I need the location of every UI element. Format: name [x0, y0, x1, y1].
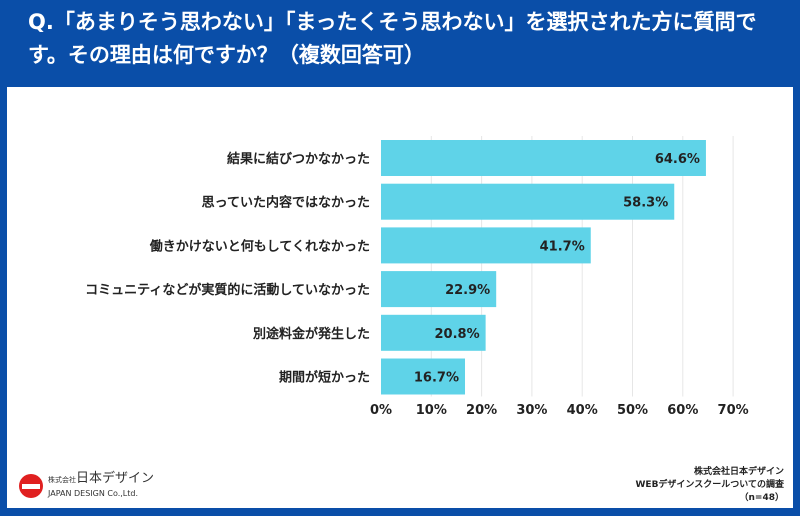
data-label: 20.8%: [435, 327, 480, 342]
x-tick-label: 70%: [718, 403, 749, 418]
category-label: 結果に結びつかなかった: [227, 151, 370, 167]
bar: [381, 183, 675, 220]
source-sample-size: （n=48）: [739, 493, 784, 503]
category-label: 働きかけないと何もしてくれなかった: [149, 238, 370, 254]
bar: [381, 314, 486, 351]
category-label: コミュニティなどが実質的に活動していなかった: [85, 282, 370, 298]
page-title: Q.「あまりそう思わない」「まったくそう思わない」を選択された方に質問です。その…: [28, 10, 757, 67]
data-label: 22.9%: [445, 283, 490, 298]
bar: [381, 140, 706, 176]
x-tick-label: 50%: [617, 403, 648, 418]
bar: [381, 358, 466, 395]
x-tick-label: 30%: [516, 403, 547, 418]
category-label: 別途料金が発生した: [252, 326, 370, 342]
logo-mark-icon: [19, 474, 43, 498]
bar: [381, 271, 497, 308]
data-label: 58.3%: [623, 196, 668, 211]
source-survey: WEBデザインスクールついての調査: [635, 480, 785, 490]
data-label: 64.6%: [655, 152, 700, 167]
source-company: 株式会社日本デザイン: [693, 467, 784, 477]
data-label: 41.7%: [540, 239, 585, 254]
category-label: 思っていた内容ではなかった: [202, 195, 370, 211]
x-tick-label: 60%: [667, 403, 698, 418]
x-tick-label: 0%: [370, 403, 392, 418]
data-label: 16.7%: [414, 371, 459, 386]
x-tick-label: 10%: [416, 403, 447, 418]
bar: [381, 227, 591, 264]
category-label: 期間が短かった: [279, 370, 370, 386]
x-tick-label: 20%: [466, 403, 497, 418]
x-tick-label: 40%: [567, 403, 598, 418]
source-note: 株式会社日本デザイン WEBデザインスクールついての調査 （n=48）: [636, 466, 785, 505]
logo-name-en: JAPAN DESIGN Co.,Ltd.: [48, 489, 139, 498]
logo-name: 日本デザイン: [76, 471, 155, 486]
logo-name-small: 株式会社: [48, 476, 76, 484]
company-logo: 株式会社日本デザイン JAPAN DESIGN Co.,Ltd.: [18, 472, 154, 500]
